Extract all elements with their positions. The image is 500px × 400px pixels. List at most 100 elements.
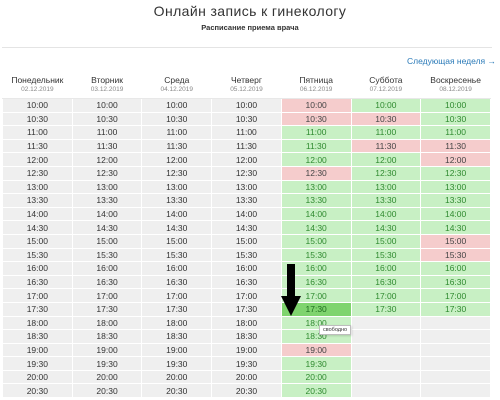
time-slot: 20:30 xyxy=(2,383,73,399)
time-row: 10:30 10:30 10:30 10:30 10:30 10:30 10:30 xyxy=(2,111,491,127)
time-slot: 18:30 xyxy=(211,329,282,344)
time-slot: 11:00 xyxy=(141,125,213,140)
day-name: Понедельник xyxy=(11,75,64,85)
time-slot[interactable]: 14:30 xyxy=(420,220,491,235)
time-slot[interactable]: 10:00 xyxy=(420,98,491,113)
time-slot: 15:30 xyxy=(420,247,491,263)
time-slot xyxy=(350,315,422,331)
day-name: Воскресенье xyxy=(430,75,481,85)
time-slot[interactable]: 19:30 xyxy=(280,356,352,371)
time-slot[interactable]: 17:30 xyxy=(420,301,491,317)
time-slot[interactable]: 11:30 xyxy=(280,138,352,154)
time-slot[interactable]: 14:30 xyxy=(350,220,422,235)
time-slot: 15:00 xyxy=(71,233,143,249)
time-slot[interactable]: 16:30 xyxy=(280,274,352,290)
time-slot: 18:00 xyxy=(211,315,282,331)
time-slot: 14:30 xyxy=(2,220,73,235)
time-row: 19:00 19:00 19:00 19:00 19:00 xyxy=(2,342,491,358)
time-slot: 18:30 xyxy=(71,329,143,344)
time-slot: 12:30 xyxy=(71,165,143,181)
time-row: 10:00 10:00 10:00 10:00 10:00 10:00 10:00 xyxy=(2,98,491,113)
time-slot[interactable]: 12:00 xyxy=(280,152,352,167)
time-row: 12:30 12:30 12:30 12:30 12:30 12:30 12:30 xyxy=(2,165,491,181)
time-slot xyxy=(350,383,422,399)
time-slot[interactable]: 16:30 xyxy=(420,274,491,290)
time-row: 13:00 13:00 13:00 13:00 13:00 13:00 13:00 xyxy=(2,179,491,195)
time-slot[interactable]: 12:30 xyxy=(420,165,491,181)
time-slot: 11:30 xyxy=(141,138,213,154)
time-slot: 17:00 xyxy=(141,288,213,303)
time-slot[interactable]: 16:30 xyxy=(350,274,422,290)
time-slot: 10:00 xyxy=(280,98,352,113)
time-slot: 15:30 xyxy=(71,247,143,263)
down-arrow-icon xyxy=(281,264,301,316)
time-slot: 20:00 xyxy=(141,369,213,385)
time-slot: 20:30 xyxy=(211,383,282,399)
time-slot: 15:30 xyxy=(211,247,282,263)
time-row: 11:00 11:00 11:00 11:00 11:00 11:00 11:00 xyxy=(2,125,491,140)
time-slot: 18:30 xyxy=(141,329,213,344)
time-slot[interactable]: 12:00 xyxy=(350,152,422,167)
time-slot: 17:30 xyxy=(2,301,73,317)
page-title: Онлайн запись к гинекологу xyxy=(153,3,347,19)
time-slot: 10:30 xyxy=(211,111,282,127)
time-slot: 19:00 xyxy=(280,342,352,358)
day-date: 03.12.2019 xyxy=(90,86,124,93)
time-slot: 12:00 xyxy=(2,152,73,167)
time-slot: 20:00 xyxy=(2,369,73,385)
time-slot: 15:00 xyxy=(211,233,282,249)
time-row: 17:00 17:00 17:00 17:00 17:00 17:00 17:00 xyxy=(2,288,491,303)
time-slot[interactable]: 15:30 xyxy=(280,247,352,263)
time-row: 11:30 11:30 11:30 11:30 11:30 11:30 11:30 xyxy=(2,138,491,154)
time-slot[interactable]: 16:00 xyxy=(280,261,352,276)
time-slot[interactable]: 11:00 xyxy=(280,125,352,140)
time-row: 16:30 16:30 16:30 16:30 16:30 16:30 16:30 xyxy=(2,274,491,290)
time-slot: 19:00 xyxy=(141,342,213,358)
time-row: 20:00 20:00 20:00 20:00 20:00 xyxy=(2,369,491,385)
time-slot[interactable]: 11:00 xyxy=(350,125,422,140)
time-slot: 11:00 xyxy=(211,125,282,140)
next-week-link[interactable]: Следующая неделя → xyxy=(407,56,496,66)
schedule-table: Понедельник 02.12.2019 Вторник 03.12.2019 Ср… xyxy=(2,71,491,399)
time-slot[interactable]: 16:00 xyxy=(420,261,491,276)
time-slot[interactable]: 13:00 xyxy=(280,179,352,195)
time-slot[interactable]: 13:00 xyxy=(350,179,422,195)
time-slot[interactable]: 13:00 xyxy=(420,179,491,195)
time-slot: 19:30 xyxy=(141,356,213,371)
time-row: 12:00 12:00 12:00 12:00 12:00 12:00 12:00 xyxy=(2,152,491,167)
time-slot[interactable]: 11:00 xyxy=(420,125,491,140)
time-row: 16:00 16:00 16:00 16:00 16:00 16:00 16:00 xyxy=(2,261,491,276)
time-slot: 19:00 xyxy=(2,342,73,358)
schedule-body: 10:00 10:00 10:00 10:00 10:00 10:00 10:00 10:30… xyxy=(2,98,491,399)
time-slot[interactable]: 17:00 xyxy=(420,288,491,303)
time-slot[interactable]: 13:30 xyxy=(280,193,352,208)
time-slot[interactable]: 17:30 xyxy=(350,301,422,317)
time-slot: 15:30 xyxy=(141,247,213,263)
time-slot[interactable]: 12:30 xyxy=(350,165,422,181)
time-slot[interactable]: 10:30 xyxy=(420,111,491,127)
time-slot[interactable]: 10:00 xyxy=(350,98,422,113)
time-slot[interactable]: 15:00 xyxy=(280,233,352,249)
time-slot[interactable]: 13:30 xyxy=(420,193,491,208)
time-slot[interactable]: 14:00 xyxy=(280,206,352,222)
day-name: Суббота xyxy=(369,75,403,85)
time-slot: 18:00 xyxy=(71,315,143,331)
time-slot[interactable]: 14:00 xyxy=(350,206,422,222)
divider xyxy=(2,47,492,48)
time-slot[interactable]: 15:00 xyxy=(350,233,422,249)
time-slot: 16:00 xyxy=(2,261,73,276)
time-slot xyxy=(350,356,422,371)
time-slot: 17:00 xyxy=(71,288,143,303)
time-slot[interactable]: 16:00 xyxy=(350,261,422,276)
time-slot[interactable]: 15:30 xyxy=(350,247,422,263)
time-slot: 18:00 xyxy=(2,315,73,331)
time-slot[interactable]: 14:00 xyxy=(420,206,491,222)
time-slot: 10:00 xyxy=(71,98,143,113)
time-slot[interactable]: 17:00 xyxy=(350,288,422,303)
time-slot[interactable]: 14:30 xyxy=(280,220,352,235)
time-slot[interactable]: 20:00 xyxy=(280,369,352,385)
time-slot[interactable]: 20:30 xyxy=(280,383,352,399)
time-slot: 13:00 xyxy=(141,179,213,195)
time-slot[interactable]: 13:30 xyxy=(350,193,422,208)
time-slot: 17:00 xyxy=(2,288,73,303)
